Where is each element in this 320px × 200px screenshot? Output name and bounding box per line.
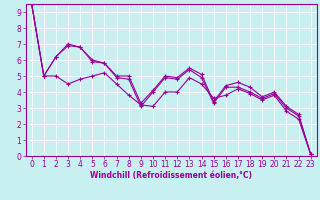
X-axis label: Windchill (Refroidissement éolien,°C): Windchill (Refroidissement éolien,°C): [90, 171, 252, 180]
